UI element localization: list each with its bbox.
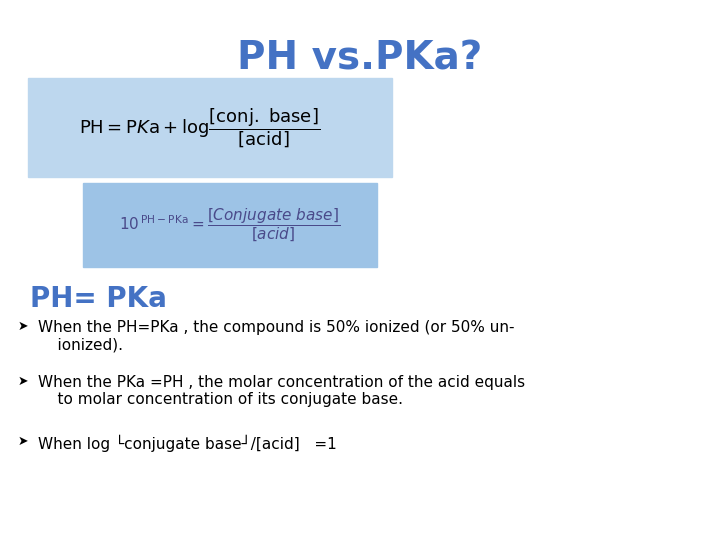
Text: PH vs.PKa?: PH vs.PKa?	[238, 40, 482, 78]
FancyBboxPatch shape	[83, 183, 377, 267]
Text: $10^{\,\mathrm{PH-PKa}} = \dfrac{\mathit{[Conjugate\ base]}}{\mathit{[acid]}}$: $10^{\,\mathrm{PH-PKa}} = \dfrac{\mathit…	[120, 206, 341, 244]
Text: ➤: ➤	[18, 320, 29, 333]
Text: ➤: ➤	[18, 435, 29, 448]
Text: When the PH=PKa , the compound is 50% ionized (or 50% un-
    ionized).: When the PH=PKa , the compound is 50% io…	[38, 320, 515, 353]
Text: PH= PKa: PH= PKa	[30, 285, 167, 313]
FancyBboxPatch shape	[28, 78, 392, 177]
Text: $\mathrm{PH = P}\mathit{K}\mathrm{a + log}\dfrac{\mathrm{[conj.\ base]}}{\mathrm: $\mathrm{PH = P}\mathit{K}\mathrm{a + lo…	[79, 106, 320, 150]
Text: ➤: ➤	[18, 375, 29, 388]
Text: When log └conjugate base┘/[acid]   =1: When log └conjugate base┘/[acid] =1	[38, 435, 337, 453]
Text: When the PKa =PH , the molar concentration of the acid equals
    to molar conce: When the PKa =PH , the molar concentrati…	[38, 375, 525, 407]
